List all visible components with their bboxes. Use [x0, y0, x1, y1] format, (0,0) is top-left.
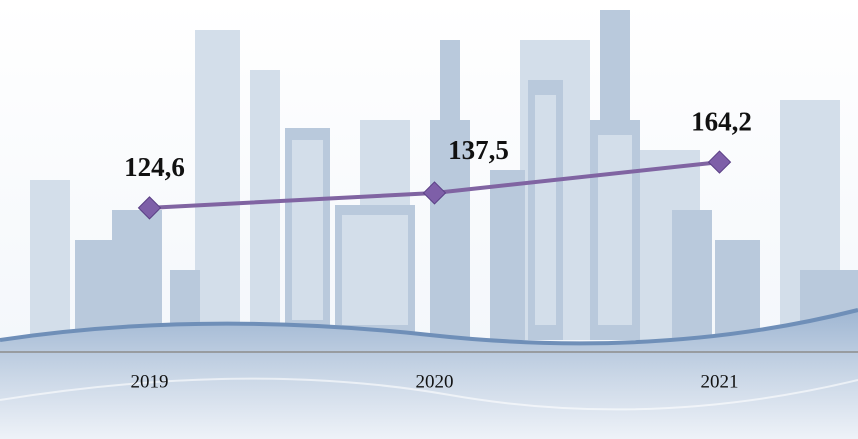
- marker: [137, 196, 162, 220]
- data-label: 124,6: [124, 152, 185, 182]
- x-tick-label: 2019: [131, 371, 169, 392]
- x-tick-label: 2020: [416, 371, 454, 392]
- marker: [422, 181, 447, 205]
- x-tick-label: 2021: [701, 371, 739, 392]
- data-label: 137,5: [448, 135, 509, 165]
- data-label: 164,2: [691, 106, 752, 136]
- marker: [707, 150, 732, 174]
